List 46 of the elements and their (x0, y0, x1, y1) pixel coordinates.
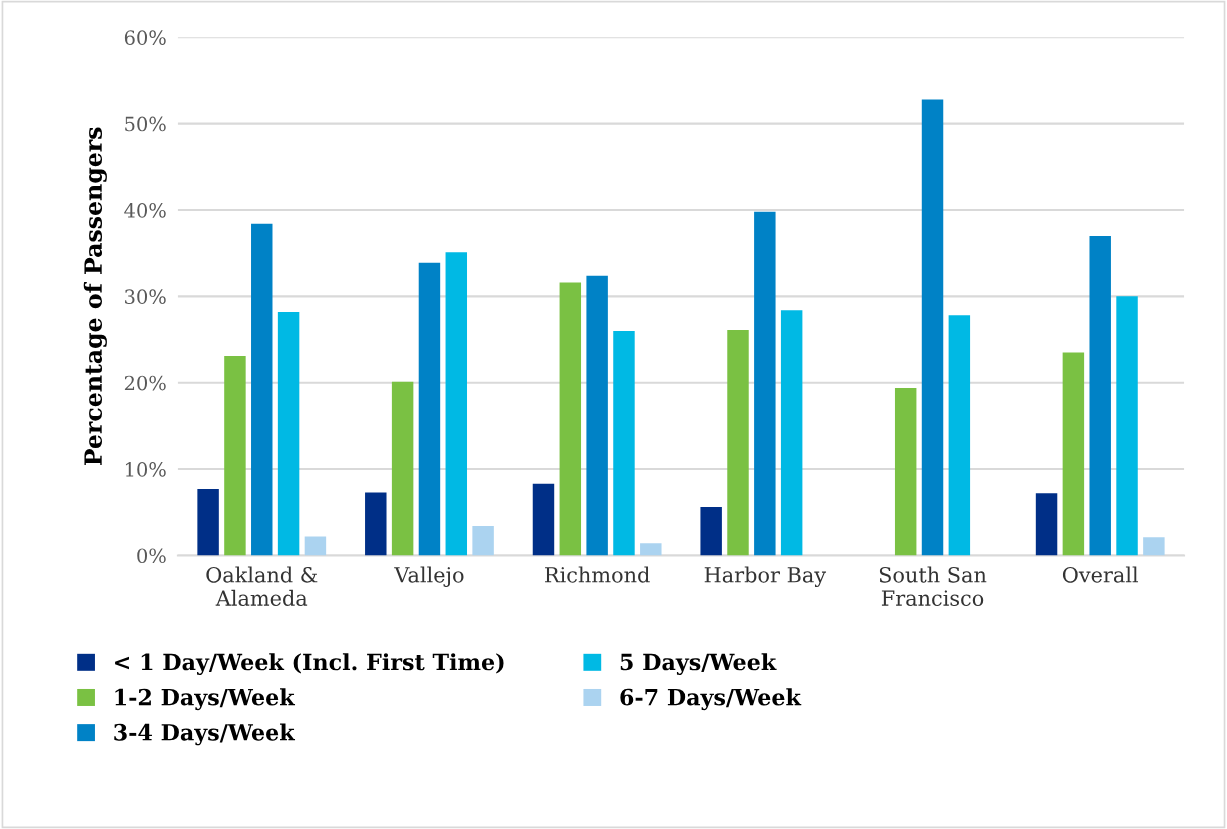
y-tick-label: 20% (124, 375, 166, 391)
bar (1143, 537, 1165, 556)
bar (532, 483, 555, 556)
bar (921, 99, 944, 556)
legend-label: 1-2 Days/Week (115, 688, 296, 711)
bar (304, 536, 327, 556)
y-tick-label: 10% (125, 462, 166, 477)
y-tick-label: 30% (125, 289, 166, 305)
y-tick-label: 40% (124, 202, 166, 218)
bar (224, 355, 246, 556)
bar (780, 310, 803, 556)
bar (948, 315, 971, 556)
bar (391, 381, 414, 556)
bar (754, 211, 776, 556)
bar (472, 526, 494, 556)
x-tick-label: Harbor Bay (704, 566, 827, 587)
y-tick-label: 50% (125, 116, 166, 132)
bar (1089, 235, 1111, 556)
bar (365, 492, 387, 556)
legend-label: 3-4 Days/Week (114, 723, 296, 746)
bar (613, 330, 635, 556)
x-tick-label: Overall (1062, 566, 1139, 583)
bar (894, 387, 917, 556)
x-tick-label: Vallejo (394, 566, 464, 587)
bar (1062, 352, 1085, 556)
x-tick-label: Oakland & Alameda (206, 566, 318, 606)
bar (418, 262, 441, 556)
bar (640, 543, 662, 556)
bar (586, 275, 608, 556)
y-axis-title: Percentage of Passengers (83, 127, 107, 466)
bar (197, 488, 219, 556)
legend-label: < 1 Day/Week (Incl. First Time) (115, 653, 504, 675)
bar (1116, 296, 1138, 556)
bar (700, 507, 722, 556)
x-tick-label: Richmond (545, 566, 650, 583)
bar (251, 223, 273, 556)
bar (1035, 493, 1058, 556)
bar (445, 252, 468, 556)
bar (559, 282, 582, 556)
y-tick-label: 0% (137, 548, 166, 564)
bar (277, 311, 300, 556)
y-tick-label: 60% (124, 30, 166, 45)
legend-label: 5 Days/Week (620, 653, 777, 675)
bar (727, 330, 749, 556)
x-tick-label: South San Francisco (879, 566, 987, 606)
legend-label: 6-7 Days/Week (620, 688, 802, 711)
